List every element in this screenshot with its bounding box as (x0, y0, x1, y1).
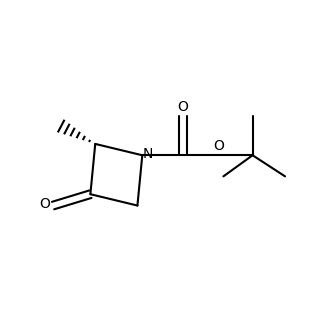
Text: O: O (213, 139, 224, 152)
Text: O: O (178, 100, 188, 114)
Text: N: N (142, 147, 153, 161)
Text: O: O (40, 197, 50, 211)
